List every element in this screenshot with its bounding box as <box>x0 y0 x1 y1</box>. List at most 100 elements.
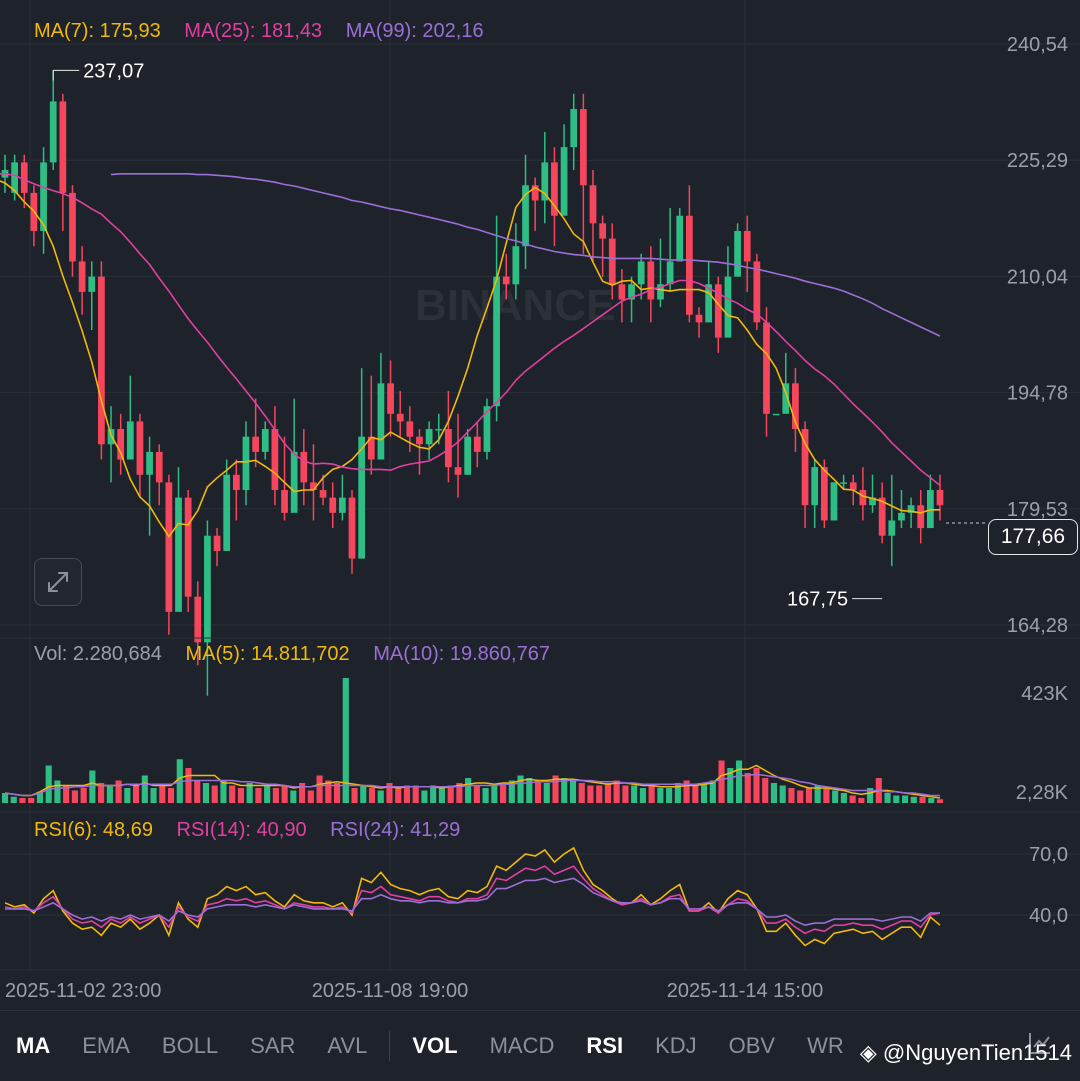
volume-bar <box>211 785 218 803</box>
volume-bar <box>438 788 445 803</box>
indicator-toolbar: MA EMA BOLL SAR AVL VOL MACD RSI KDJ OBV… <box>0 1010 1080 1081</box>
candle-body <box>599 223 607 239</box>
candle-body <box>560 147 568 216</box>
legend-ma99: MA(99): 202,16 <box>345 20 484 42</box>
volume-bar <box>299 783 306 803</box>
volume-bar <box>718 760 725 803</box>
candle-body <box>213 535 221 551</box>
volume-bar <box>657 788 664 803</box>
candle-body <box>117 429 125 460</box>
candle-body <box>830 482 838 521</box>
volume-bar <box>246 783 253 803</box>
candle-body <box>869 497 876 506</box>
candle-body <box>310 482 317 490</box>
tab-wr[interactable]: WR <box>807 1033 844 1058</box>
volume-bar <box>587 785 594 803</box>
candle-body <box>531 185 539 201</box>
volume-bar <box>762 778 769 803</box>
price-axis-label: 164,28 <box>1007 615 1068 637</box>
candle-body <box>792 383 799 430</box>
volume-legend: Vol: 2.280,684 MA(5): 14.811,702 MA(10):… <box>34 643 568 666</box>
volume-bar <box>316 775 323 803</box>
candle-body <box>820 467 828 521</box>
volume-bar <box>447 785 454 803</box>
indicator-settings-icon <box>1029 1033 1050 1054</box>
volume-bar <box>159 785 166 803</box>
candle-body <box>88 276 96 292</box>
legend-ma25: MA(25): 181,43 <box>184 20 323 42</box>
rsi-legend: RSI(6): 48,69 RSI(14): 40,90 RSI(24): 41… <box>34 819 478 842</box>
candle-body <box>271 429 279 490</box>
volume-bar <box>237 788 244 803</box>
candle-body <box>252 436 259 452</box>
tab-ma[interactable]: MA <box>16 1033 51 1058</box>
volume-bar <box>421 790 428 803</box>
tab-rsi[interactable]: RSI <box>586 1033 624 1058</box>
tab-sar[interactable]: SAR <box>250 1033 296 1058</box>
price-ma-line <box>0 173 941 487</box>
volume-bar <box>622 785 629 803</box>
volume-bar <box>194 780 201 803</box>
indicator-settings-button[interactable] <box>1010 1029 1080 1063</box>
volume-bar <box>744 773 751 803</box>
candle-body <box>657 284 664 300</box>
volume-bar <box>901 795 909 803</box>
tab-ema[interactable]: EMA <box>82 1033 130 1058</box>
volume-ma-line <box>4 764 941 799</box>
candle-body <box>705 284 713 323</box>
volume-bar <box>805 788 812 803</box>
expand-arrows-icon <box>48 572 68 592</box>
candle-body <box>676 215 684 262</box>
volume-bar <box>508 780 515 803</box>
volume-bar <box>578 783 585 803</box>
volume-bar <box>1 793 9 803</box>
candle-body <box>348 497 356 559</box>
candle-body <box>290 451 298 513</box>
expand-chart-button[interactable] <box>34 558 82 606</box>
candle-body <box>40 162 47 231</box>
candle-body <box>686 215 693 315</box>
tab-vol[interactable]: VOL <box>412 1033 458 1058</box>
candle-body <box>435 429 443 431</box>
candle-body <box>473 436 481 452</box>
rsi-axis-label: 40,0 <box>1029 905 1068 927</box>
price-axis-label: 240,54 <box>1007 34 1068 56</box>
volume-bar <box>692 785 699 803</box>
candle-body <box>637 261 645 285</box>
chart-canvas[interactable]: 240,54225,29210,04194,78179,53164,28BINA… <box>0 0 1080 1010</box>
candle-body <box>49 101 57 163</box>
chart-area[interactable]: 240,54 225,29 210,04 194,78 179,53 164,28 BINA… <box>0 0 1080 1010</box>
candle-body <box>98 276 105 445</box>
volume-bar <box>333 783 341 803</box>
candle-body <box>743 230 751 262</box>
volume-bar <box>482 788 489 803</box>
price-axis-label: 225,29 <box>1007 150 1068 172</box>
volume-bar <box>814 785 821 803</box>
volume-bar <box>185 768 192 803</box>
volume-bar <box>727 768 734 803</box>
volume-axis-label: 423K <box>1021 683 1068 705</box>
candle-body <box>551 162 558 216</box>
volume-bar <box>45 765 52 803</box>
price-axis-label: 179,53 <box>1007 499 1068 521</box>
tab-kdj[interactable]: KDJ <box>655 1033 697 1058</box>
candle-body <box>589 185 597 224</box>
price-ma-line <box>110 173 941 337</box>
tab-macd[interactable]: MACD <box>489 1033 555 1058</box>
volume-bar <box>141 775 148 803</box>
tab-boll[interactable]: BOLL <box>161 1033 219 1058</box>
candle-body <box>232 474 240 490</box>
low-marker-label: 167,75 <box>787 589 848 611</box>
volume-bar <box>770 783 778 803</box>
candle-body <box>849 482 857 490</box>
candle-body <box>406 421 414 437</box>
volume-bar <box>832 790 839 803</box>
candle-body <box>570 109 578 148</box>
volume-spike-bar <box>342 678 349 803</box>
volume-bar <box>936 799 944 803</box>
tab-obv[interactable]: OBV <box>728 1033 776 1058</box>
volume-bar <box>561 778 568 803</box>
candle-body <box>242 436 250 490</box>
tab-avl[interactable]: AVL <box>327 1033 368 1058</box>
volume-bar <box>613 780 620 803</box>
